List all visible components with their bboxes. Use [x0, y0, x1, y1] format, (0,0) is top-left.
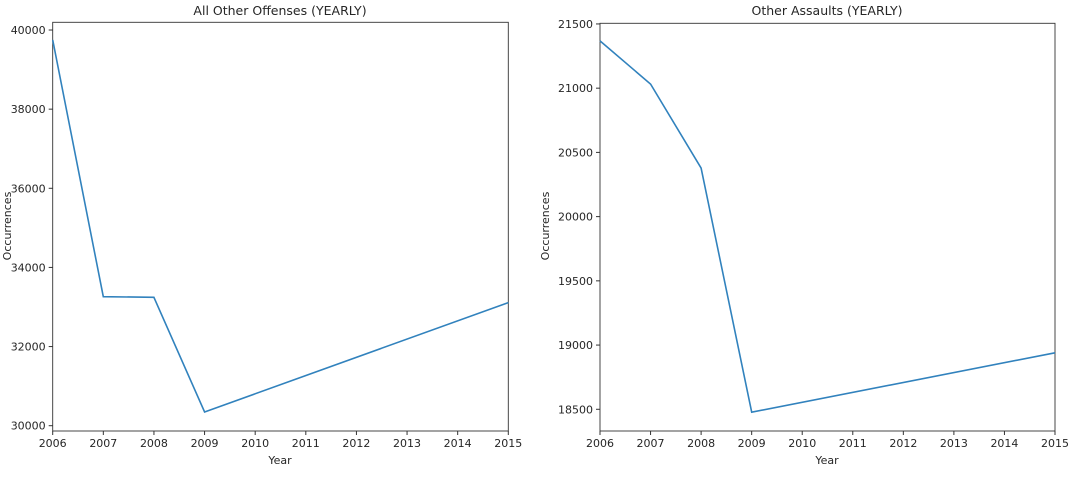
- x-tick-label: 2008: [687, 437, 715, 450]
- x-tick-label: 2007: [89, 437, 117, 450]
- y-tick-label: 38000: [11, 103, 46, 116]
- y-tick-label: 21000: [558, 82, 593, 95]
- x-tick-label: 2014: [990, 437, 1018, 450]
- x-tick-label: 2013: [393, 437, 421, 450]
- x-tick-label: 2006: [586, 437, 614, 450]
- chart-title: Other Assaults (YEARLY): [752, 3, 903, 18]
- x-tick-label: 2009: [191, 437, 219, 450]
- y-tick-label: 18500: [558, 403, 593, 416]
- plot-frame: [600, 23, 1055, 431]
- x-tick-label: 2013: [940, 437, 968, 450]
- x-tick-label: 2012: [342, 437, 370, 450]
- x-tick-label: 2011: [292, 437, 320, 450]
- chart-other-assaults: Other Assaults (YEARLY) Year Occurrences…: [539, 3, 1069, 467]
- y-tick-label: 36000: [11, 182, 46, 195]
- chart-title: All Other Offenses (YEARLY): [193, 3, 366, 18]
- plot-frame: [53, 22, 509, 431]
- x-tick-label: 2015: [1041, 437, 1069, 450]
- y-tick-label: 19500: [558, 275, 593, 288]
- x-tick-label: 2015: [494, 437, 522, 450]
- x-tick-label: 2010: [241, 437, 269, 450]
- x-axis-label: Year: [814, 454, 839, 467]
- y-tick-label: 34000: [11, 261, 46, 274]
- x-tick-label: 2007: [637, 437, 665, 450]
- y-axis-label: Occurrences: [539, 191, 552, 260]
- x-tick-label: 2012: [889, 437, 917, 450]
- y-axis-label: Occurrences: [1, 191, 14, 260]
- x-axis-label: Year: [267, 454, 292, 467]
- x-tick-label: 2014: [444, 437, 472, 450]
- series-line: [600, 41, 1055, 412]
- y-tick-label: 30000: [11, 420, 46, 433]
- y-tick-label: 19000: [558, 339, 593, 352]
- y-tick-label: 20500: [558, 146, 593, 159]
- x-tick-label: 2009: [738, 437, 766, 450]
- chart-all-other-offenses: All Other Offenses (YEARLY) Year Occurre…: [1, 3, 522, 467]
- y-tick-label: 32000: [11, 341, 46, 354]
- y-tick-label: 40000: [11, 24, 46, 37]
- x-tick-label: 2008: [140, 437, 168, 450]
- x-tick-label: 2010: [788, 437, 816, 450]
- y-tick-label: 21500: [558, 18, 593, 31]
- y-tick-label: 20000: [558, 211, 593, 224]
- series-line: [53, 40, 509, 412]
- x-tick-label: 2006: [39, 437, 67, 450]
- x-tick-label: 2011: [839, 437, 867, 450]
